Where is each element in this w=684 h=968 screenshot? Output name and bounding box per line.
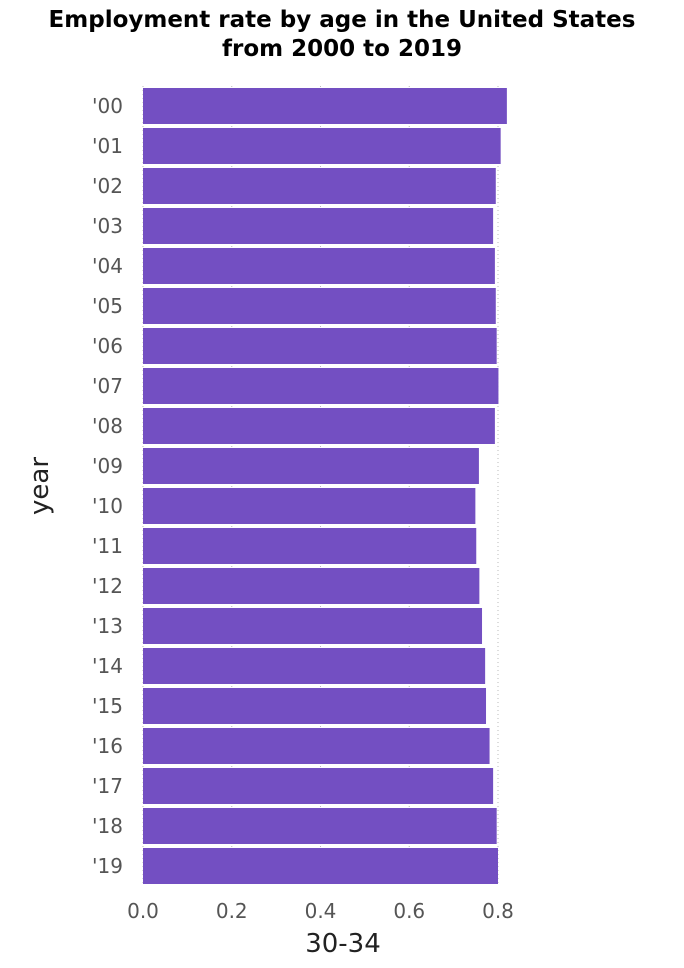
bar	[143, 808, 497, 844]
bar	[143, 128, 501, 164]
bar	[143, 688, 487, 724]
y-tick-label: '10	[92, 494, 123, 518]
bar	[143, 848, 498, 884]
y-tick-label: '03	[92, 214, 123, 238]
y-tick-label: '01	[92, 134, 123, 158]
chart-title-line-1: Employment rate by age in the United Sta…	[48, 7, 636, 33]
bar	[143, 168, 496, 204]
y-tick-label: '00	[92, 94, 123, 118]
bar	[143, 568, 480, 604]
x-tick-label: 0.8	[482, 899, 514, 923]
x-tick-label: 0.4	[305, 899, 337, 923]
y-tick-label: '11	[92, 534, 123, 558]
y-tick-label: '16	[92, 734, 123, 758]
bar	[143, 208, 494, 244]
y-axis-label: year	[25, 457, 55, 515]
y-tick-label: '08	[92, 414, 123, 438]
bar	[143, 328, 497, 364]
y-tick-label: '19	[92, 854, 123, 878]
x-axis-label: 30-34	[305, 929, 381, 959]
y-tick-labels: '00 '01 '02 '03 '04 '05 '06 '07 '08 '09 '10 '11 '12 '…	[92, 94, 123, 878]
bar	[143, 488, 476, 524]
chart-title: Employment rate by age in the United Sta…	[0, 6, 684, 64]
y-tick-label: '02	[92, 174, 123, 198]
y-tick-label: '17	[92, 774, 123, 798]
y-tick-label: '04	[92, 254, 123, 278]
bar	[143, 368, 499, 404]
x-tick-label: 0.6	[393, 899, 425, 923]
x-tick-labels: 0.0 0.2 0.4 0.6 0.8	[127, 899, 514, 923]
y-tick-label: '18	[92, 814, 123, 838]
bar	[143, 248, 495, 284]
y-tick-label: '14	[92, 654, 123, 678]
y-tick-label: '15	[92, 694, 123, 718]
bar	[143, 408, 495, 444]
bar	[143, 768, 494, 804]
bar	[143, 288, 496, 324]
gridlines	[142, 86, 499, 886]
bar	[143, 728, 490, 764]
y-tick-label: '12	[92, 574, 123, 598]
x-tick-label: 0.2	[216, 899, 248, 923]
y-tick-label: '13	[92, 614, 123, 638]
bar	[143, 608, 483, 644]
y-tick-label: '07	[92, 374, 123, 398]
bar	[143, 528, 477, 564]
chart-title-line-2: from 2000 to 2019	[222, 36, 462, 62]
bar	[143, 648, 486, 684]
x-tick-label: 0.0	[127, 899, 159, 923]
bar	[143, 88, 507, 124]
y-tick-label: '05	[92, 294, 123, 318]
bars	[143, 88, 507, 884]
y-tick-label: '09	[92, 454, 123, 478]
bar	[143, 448, 479, 484]
y-tick-label: '06	[92, 334, 123, 358]
